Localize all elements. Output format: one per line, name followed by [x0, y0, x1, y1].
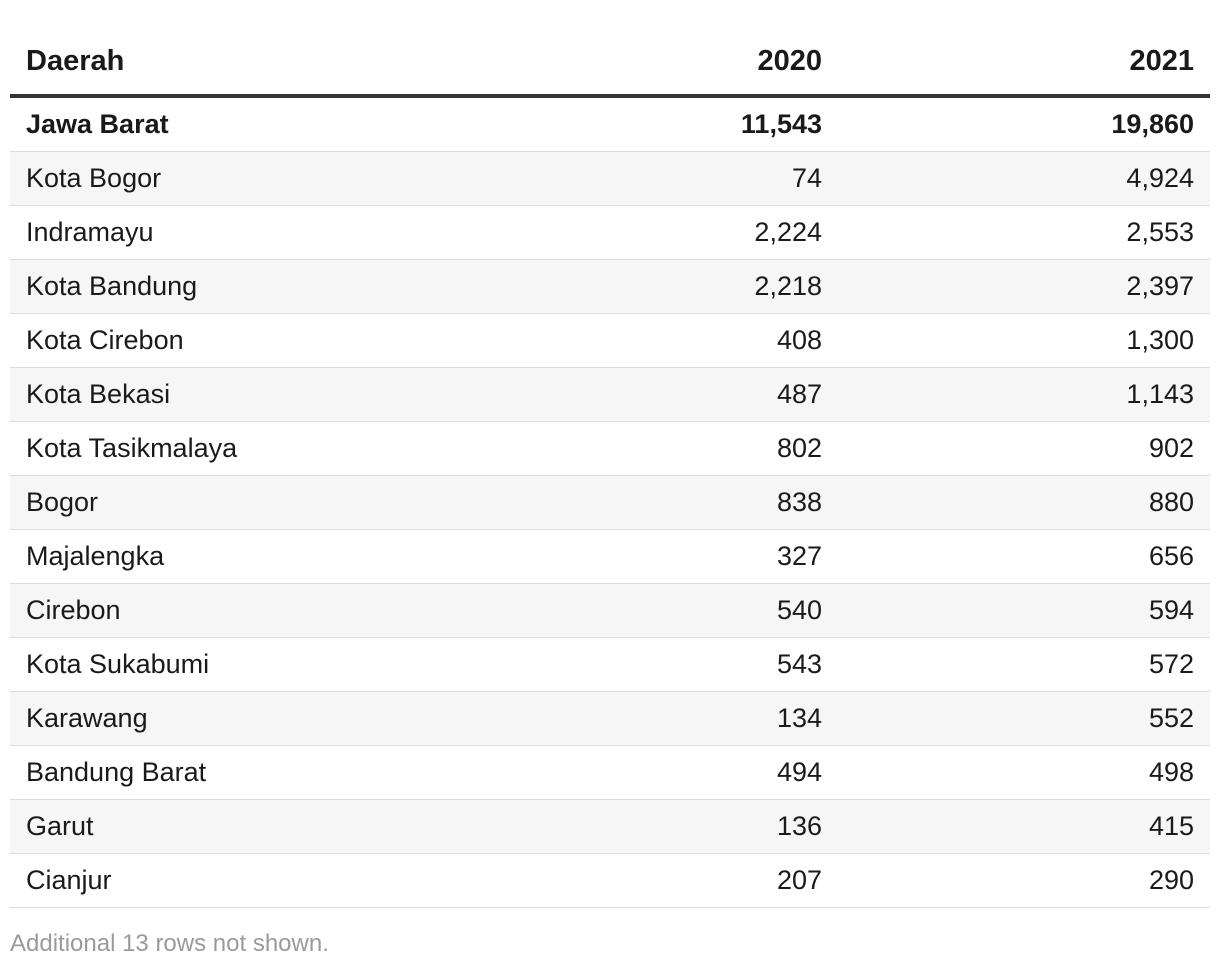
cell-2021: 19,860 [1111, 109, 1194, 139]
table-row: Kota Tasikmalaya 802 902 [10, 422, 1210, 476]
table-row: Indramayu 2,224 2,553 [10, 206, 1210, 260]
table-row: Cianjur 207 290 [10, 854, 1210, 908]
cell-daerah: Bandung Barat [26, 757, 207, 787]
table-row: Kota Sukabumi 543 572 [10, 638, 1210, 692]
cell-2021: 498 [1148, 757, 1194, 787]
cell-2021: 572 [1148, 649, 1194, 679]
cell-daerah: Kota Bogor [26, 163, 162, 193]
cell-daerah: Jawa Barat [26, 109, 169, 139]
cell-2020: 408 [776, 325, 822, 355]
cell-2020: 540 [776, 595, 822, 625]
cell-daerah: Kota Sukabumi [26, 649, 210, 679]
cell-2021: 2,553 [1126, 217, 1194, 247]
column-header-2021[interactable]: 2021 [1129, 44, 1194, 77]
cell-daerah: Bogor [26, 487, 99, 517]
cell-2021: 415 [1148, 811, 1194, 841]
cell-2020: 11,543 [740, 109, 822, 139]
table-row: Bandung Barat 494 498 [10, 746, 1210, 800]
data-table: Daerah 2020 2021 Jawa Barat 11,543 19,860 K… [10, 28, 1210, 908]
cell-2020: 327 [776, 541, 822, 571]
table-body: Jawa Barat 11,543 19,860 Kota Bogor 74 4,924 I… [10, 98, 1210, 908]
cell-daerah: Kota Tasikmalaya [26, 433, 238, 463]
table-row: Kota Bekasi 487 1,143 [10, 368, 1210, 422]
cell-2020: 2,224 [754, 217, 822, 247]
cell-2020: 494 [776, 757, 822, 787]
table-row: Kota Bogor 74 4,924 [10, 152, 1210, 206]
table-row: Kota Cirebon 408 1,300 [10, 314, 1210, 368]
cell-2021: 880 [1148, 487, 1194, 517]
cell-2020: 136 [776, 811, 822, 841]
cell-2020: 543 [776, 649, 822, 679]
cell-2021: 902 [1148, 433, 1194, 463]
cell-daerah: Kota Bekasi [26, 379, 171, 409]
cell-2021: 594 [1148, 595, 1194, 625]
cell-2020: 802 [776, 433, 822, 463]
cell-daerah: Cianjur [26, 865, 112, 895]
table-row: Kota Bandung 2,218 2,397 [10, 260, 1210, 314]
footnote: Additional 13 rows not shown. [10, 930, 329, 957]
cell-2021: 4,924 [1126, 163, 1194, 193]
cell-daerah: Cirebon [26, 595, 121, 625]
cell-2020: 207 [776, 865, 822, 895]
cell-2020: 2,218 [754, 271, 822, 301]
cell-daerah: Kota Bandung [26, 271, 198, 301]
cell-2021: 2,397 [1126, 271, 1194, 301]
cell-2020: 74 [791, 163, 822, 193]
table-row: Cirebon 540 594 [10, 584, 1210, 638]
table-row: Karawang 134 552 [10, 692, 1210, 746]
cell-2021: 1,143 [1126, 379, 1194, 409]
cell-2021: 1,300 [1126, 325, 1194, 355]
cell-2020: 487 [776, 379, 822, 409]
cell-daerah: Indramayu [26, 217, 154, 247]
column-header-2020[interactable]: 2020 [757, 44, 822, 77]
cell-daerah: Majalengka [26, 541, 165, 571]
table-row: Garut 136 415 [10, 800, 1210, 854]
table-header: Daerah 2020 2021 [10, 28, 1210, 98]
cell-daerah: Garut [26, 811, 94, 841]
cell-2020: 134 [776, 703, 822, 733]
cell-2020: 838 [776, 487, 822, 517]
cell-2021: 656 [1148, 541, 1194, 571]
table-row: Bogor 838 880 [10, 476, 1210, 530]
cell-2021: 290 [1148, 865, 1194, 895]
cell-2021: 552 [1148, 703, 1194, 733]
cell-daerah: Karawang [26, 703, 148, 733]
column-header-daerah[interactable]: Daerah [26, 44, 125, 77]
cell-daerah: Kota Cirebon [26, 325, 184, 355]
table-row-total: Jawa Barat 11,543 19,860 [10, 98, 1210, 152]
table-row: Majalengka 327 656 [10, 530, 1210, 584]
